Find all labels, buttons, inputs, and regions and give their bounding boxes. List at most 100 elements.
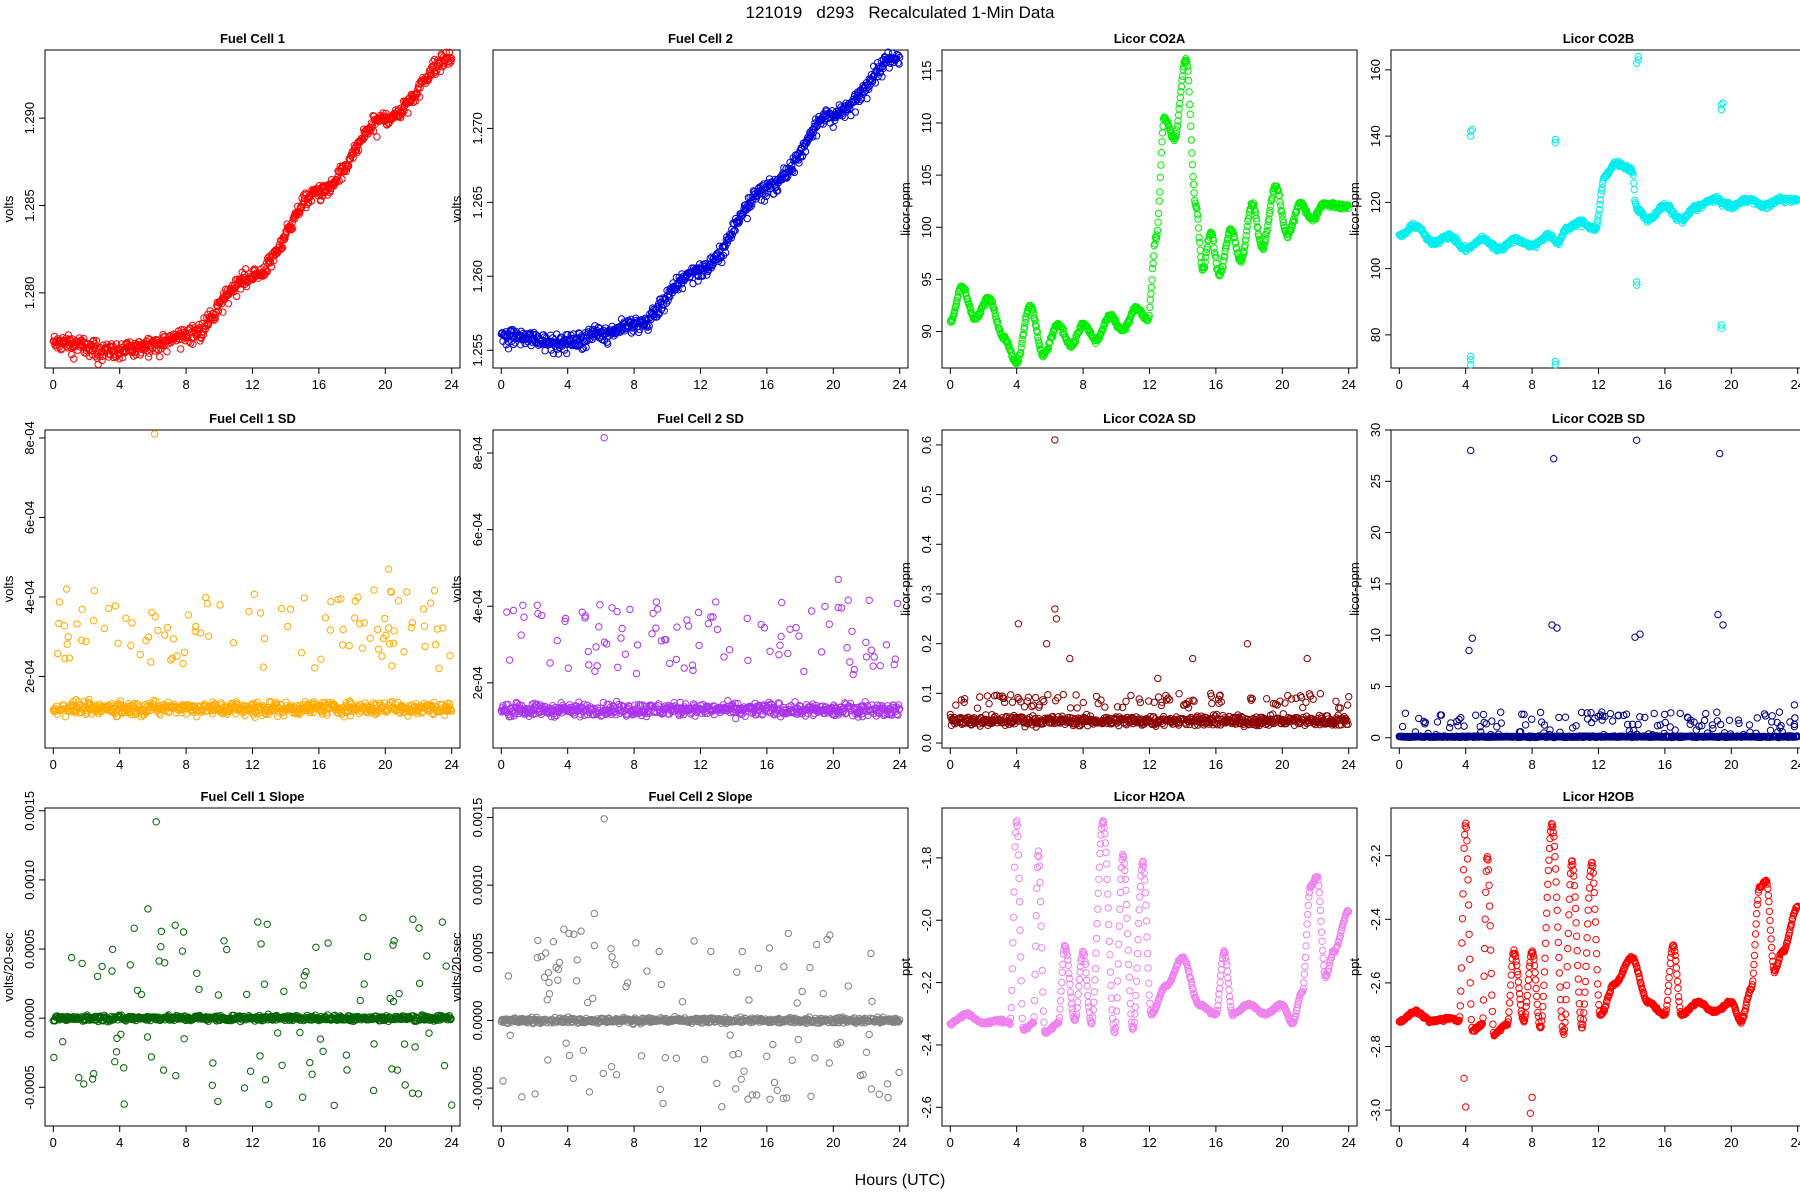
x-tick-label: 20 <box>378 377 392 392</box>
data-point <box>300 594 308 602</box>
data-point <box>91 352 100 360</box>
x-tick-label: 4 <box>564 757 571 772</box>
y-tick-label: 0.3 <box>919 585 934 603</box>
x-tick-label: 20 <box>1275 377 1289 392</box>
y-tick-label: 2e-04 <box>470 666 485 699</box>
x-tick-label: 8 <box>182 377 189 392</box>
x-tick-label: 16 <box>312 757 326 772</box>
y-tick-label: 95 <box>919 272 934 286</box>
data-point <box>847 111 855 120</box>
data-point <box>111 602 120 610</box>
data-point <box>229 639 238 647</box>
data-point <box>1719 99 1727 107</box>
data-point <box>1101 703 1109 711</box>
data-point <box>1194 224 1203 232</box>
data-point <box>1147 283 1156 292</box>
x-tick-label: 8 <box>1079 757 1086 772</box>
data-point <box>144 353 153 361</box>
data-point <box>277 604 286 613</box>
data-point <box>509 606 518 615</box>
data-point <box>684 622 693 630</box>
data-point <box>1189 173 1197 181</box>
data-point <box>1040 697 1048 706</box>
data-point <box>614 663 622 671</box>
data-point <box>64 633 73 641</box>
data-point <box>321 614 330 622</box>
data-point <box>381 614 389 623</box>
data-point <box>1196 246 1204 254</box>
y-tick-label: 160 <box>1368 59 1383 81</box>
data-point <box>345 642 353 650</box>
data-point <box>1188 149 1196 157</box>
y-tick-label: 1.290 <box>22 102 37 135</box>
data-point <box>1189 180 1198 189</box>
data-point <box>743 214 751 223</box>
y-axis-label: volts <box>1 195 16 222</box>
data-point <box>55 598 64 606</box>
x-tick-label: 24 <box>444 377 458 392</box>
x-tick-label: 20 <box>1275 757 1289 772</box>
x-tick-label: 8 <box>182 757 189 772</box>
y-tick-label: 100 <box>1368 258 1383 280</box>
data-point <box>862 638 870 646</box>
data-point <box>825 620 833 628</box>
y-tick-label: 120 <box>1368 192 1383 214</box>
data-point <box>147 658 155 666</box>
data-point <box>517 631 525 639</box>
data-point <box>1146 296 1155 304</box>
y-tick-label: 90 <box>919 324 934 338</box>
x-tick-label: 4 <box>1013 757 1020 772</box>
data-point <box>1186 100 1194 109</box>
data-point <box>885 64 893 72</box>
data-point <box>150 430 159 438</box>
data-point <box>1092 692 1101 701</box>
data-point <box>673 623 681 631</box>
series-points <box>946 55 1353 367</box>
data-point <box>154 626 162 635</box>
data-point <box>564 664 572 672</box>
panel-title: Fuel Cell 1 SD <box>209 411 296 426</box>
data-point <box>976 693 984 701</box>
data-point <box>626 605 634 614</box>
data-point <box>366 634 374 642</box>
data-point <box>584 647 592 656</box>
data-point <box>1194 215 1202 223</box>
data-point <box>216 601 224 609</box>
data-point <box>384 565 393 573</box>
data-point <box>621 650 630 658</box>
x-tick-label: 0 <box>50 757 57 772</box>
panel-title: Licor CO2B <box>1563 31 1635 46</box>
panel-title: Fuel Cell 1 <box>220 31 285 46</box>
data-point <box>373 625 382 634</box>
data-point <box>600 434 608 442</box>
data-point <box>60 622 69 630</box>
x-tick-label: 4 <box>116 757 123 772</box>
data-point <box>202 593 210 602</box>
data-point <box>1156 173 1165 182</box>
data-point <box>792 624 800 632</box>
data-point <box>338 641 347 649</box>
data-point <box>98 356 106 365</box>
data-point <box>1186 110 1194 119</box>
data-point <box>1122 697 1130 705</box>
data-point <box>351 614 359 622</box>
data-point <box>1000 698 1009 707</box>
data-point <box>694 608 703 617</box>
data-point <box>666 659 674 668</box>
data-point <box>844 596 852 604</box>
data-point <box>180 648 189 657</box>
data-point <box>373 133 381 141</box>
data-point <box>869 662 877 670</box>
data-point <box>105 604 113 613</box>
data-point <box>403 588 411 596</box>
y-tick-label: 0.0 <box>919 734 934 752</box>
data-point <box>67 350 76 359</box>
y-tick-label: 6e-04 <box>470 513 485 546</box>
data-point <box>419 605 428 613</box>
data-point <box>1467 127 1475 135</box>
x-tick-label: 0 <box>50 377 57 392</box>
y-axis-label: licor-ppm <box>898 182 913 235</box>
data-point <box>592 643 600 651</box>
